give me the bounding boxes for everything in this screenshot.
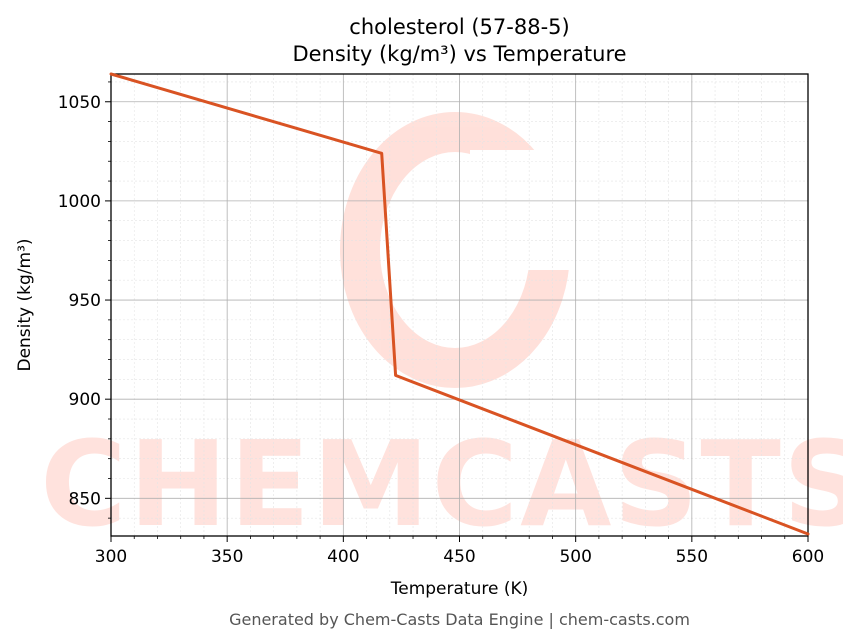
x-tick-label: 450 [443, 547, 475, 567]
x-tick-label: 550 [676, 547, 708, 567]
x-tick-label: 400 [327, 547, 359, 567]
chart-subtitle: Density (kg/m³) vs Temperature [292, 42, 626, 66]
y-axis: 850 900 950 1000 1050 [58, 81, 111, 519]
y-axis-label: Density (kg/m³) [15, 238, 35, 371]
density-series-line [109, 72, 810, 536]
y-tick-label: 1000 [58, 192, 101, 212]
x-axis: 300 350 400 450 500 550 600 [95, 536, 824, 567]
y-tick-label: 950 [69, 291, 101, 311]
watermark-logo-icon [340, 112, 590, 388]
x-axis-label: Temperature (K) [390, 579, 529, 599]
x-tick-label: 600 [792, 547, 824, 567]
series-layer [109, 72, 810, 536]
x-tick-label: 500 [559, 547, 591, 567]
watermark-text: CHEMCASTS [40, 415, 843, 553]
watermark: CHEMCASTS [40, 112, 843, 553]
y-tick-label: 850 [69, 489, 101, 509]
y-tick-label: 1050 [58, 93, 101, 113]
chart-title: cholesterol (57-88-5) [349, 15, 569, 39]
y-tick-label: 900 [69, 390, 101, 410]
x-tick-label: 300 [95, 547, 127, 567]
x-tick-label: 350 [211, 547, 243, 567]
footer-credit: Generated by Chem-Casts Data Engine | ch… [229, 610, 690, 629]
major-grid [110, 74, 809, 536]
